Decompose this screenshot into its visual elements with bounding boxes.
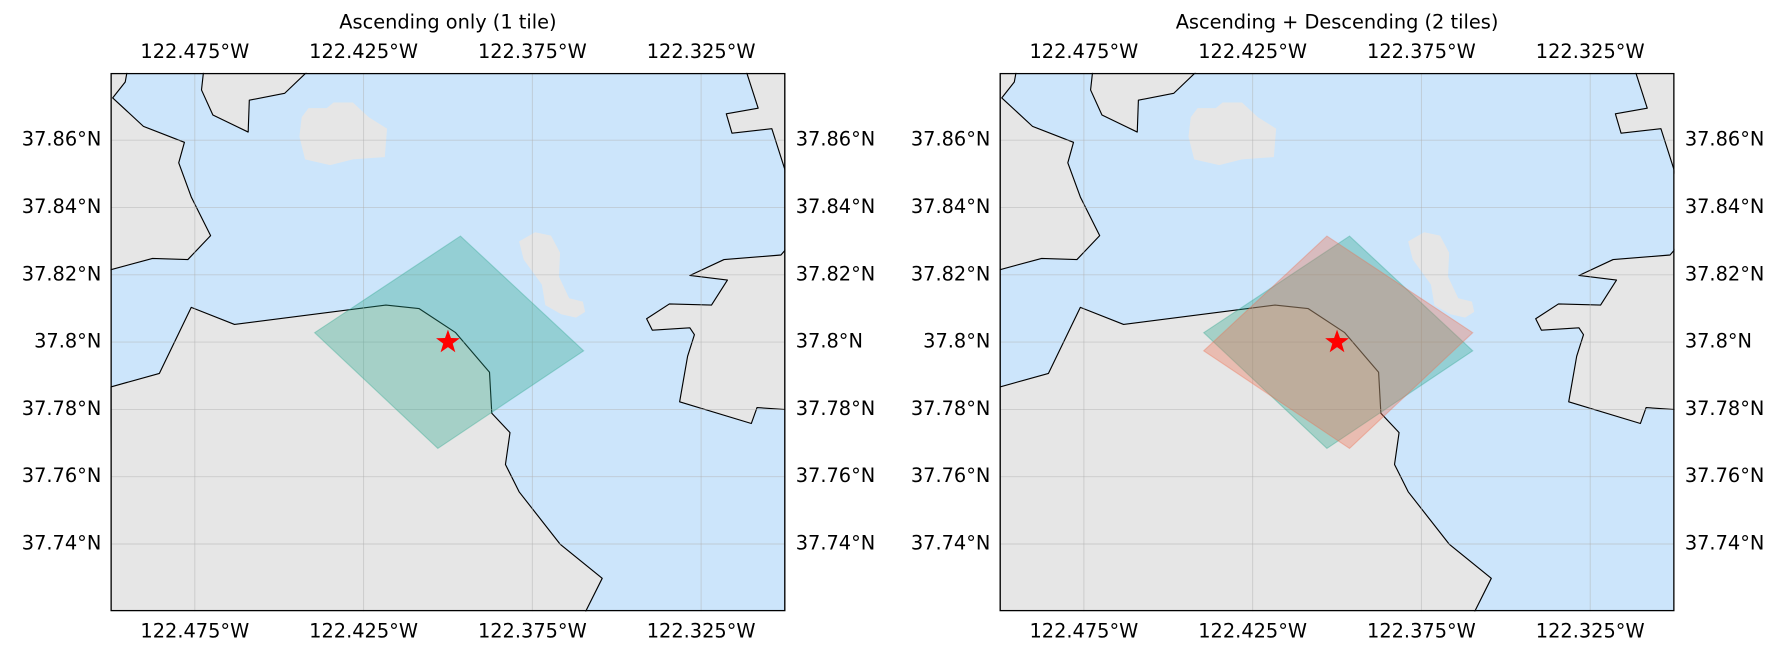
y-tick-label: 37.86°N bbox=[796, 128, 876, 151]
axes-frame bbox=[110, 72, 786, 612]
x-tick-label: 122.425°W bbox=[1198, 619, 1307, 642]
y-tick-label: 37.82°N bbox=[1685, 262, 1765, 285]
x-tick-label: 122.325°W bbox=[1536, 40, 1645, 63]
y-tick-label: 37.74°N bbox=[1685, 532, 1765, 555]
x-tick-label: 122.475°W bbox=[140, 40, 249, 63]
x-tick-label: 122.425°W bbox=[309, 40, 418, 63]
y-tick-label: 37.8°N bbox=[796, 330, 863, 353]
y-tick-label: 37.84°N bbox=[1685, 195, 1765, 218]
x-tick-label: 122.475°W bbox=[1029, 619, 1138, 642]
y-tick-label: 37.8°N bbox=[923, 330, 990, 353]
event-marker bbox=[436, 329, 460, 353]
x-tick-label: 122.325°W bbox=[647, 40, 756, 63]
x-tick-label: 122.475°W bbox=[140, 619, 249, 642]
x-tick-label: 122.425°W bbox=[309, 619, 418, 642]
map-panel bbox=[999, 72, 1675, 612]
x-tick-label: 122.425°W bbox=[1198, 40, 1307, 63]
y-tick-label: 37.76°N bbox=[796, 464, 876, 487]
data-layer bbox=[110, 72, 786, 612]
y-tick-label: 37.86°N bbox=[22, 128, 102, 151]
y-tick-label: 37.74°N bbox=[22, 532, 102, 555]
x-tick-label: 122.325°W bbox=[1536, 619, 1645, 642]
x-tick-label: 122.375°W bbox=[478, 619, 587, 642]
y-tick-label: 37.86°N bbox=[911, 128, 991, 151]
y-tick-label: 37.76°N bbox=[1685, 464, 1765, 487]
y-tick-label: 37.78°N bbox=[1685, 397, 1765, 420]
x-tick-label: 122.375°W bbox=[478, 40, 587, 63]
y-tick-label: 37.78°N bbox=[796, 397, 876, 420]
panel-title: Ascending only (1 tile) bbox=[339, 10, 556, 33]
y-tick-label: 37.76°N bbox=[911, 464, 991, 487]
data-layer bbox=[999, 72, 1675, 612]
y-tick-label: 37.82°N bbox=[22, 262, 102, 285]
x-tick-label: 122.325°W bbox=[647, 619, 756, 642]
y-tick-label: 37.84°N bbox=[22, 195, 102, 218]
y-tick-label: 37.76°N bbox=[22, 464, 102, 487]
axes-frame bbox=[999, 72, 1675, 612]
panel-title: Ascending + Descending (2 tiles) bbox=[1176, 10, 1499, 33]
x-tick-label: 122.375°W bbox=[1367, 619, 1476, 642]
y-tick-label: 37.78°N bbox=[22, 397, 102, 420]
y-tick-label: 37.84°N bbox=[911, 195, 991, 218]
y-tick-label: 37.86°N bbox=[1685, 128, 1765, 151]
x-tick-label: 122.375°W bbox=[1367, 40, 1476, 63]
y-tick-label: 37.78°N bbox=[911, 397, 991, 420]
y-tick-label: 37.8°N bbox=[34, 330, 101, 353]
y-tick-label: 37.82°N bbox=[911, 262, 991, 285]
y-tick-label: 37.84°N bbox=[796, 195, 876, 218]
y-tick-label: 37.74°N bbox=[911, 532, 991, 555]
y-tick-label: 37.8°N bbox=[1685, 330, 1752, 353]
y-tick-label: 37.82°N bbox=[796, 262, 876, 285]
event-marker bbox=[1325, 329, 1349, 353]
map-panel bbox=[110, 72, 786, 612]
x-tick-label: 122.475°W bbox=[1029, 40, 1138, 63]
y-tick-label: 37.74°N bbox=[796, 532, 876, 555]
